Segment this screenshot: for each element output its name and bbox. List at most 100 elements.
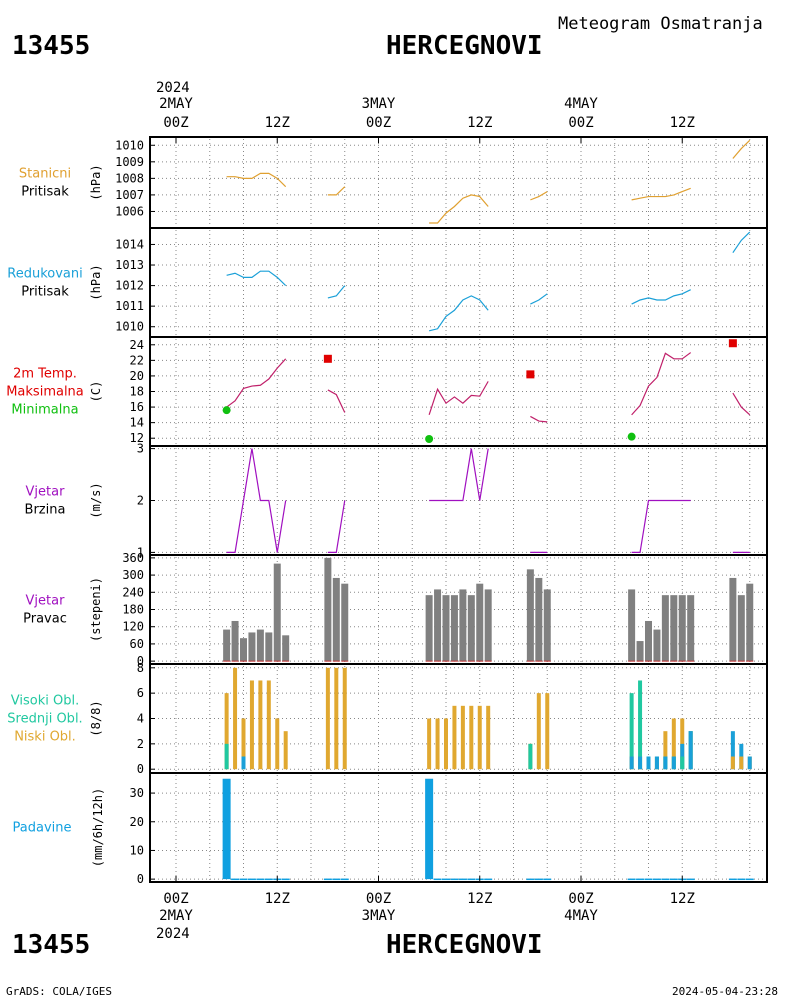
precip-bar [247, 878, 256, 881]
low-cloud-bar [275, 718, 280, 770]
precip-bar [669, 878, 678, 881]
y-tick-label: 1007 [115, 188, 144, 202]
mid-cloud-bar [629, 756, 634, 770]
high-cloud-bar [638, 680, 643, 770]
y-tick-label: 120 [122, 620, 144, 634]
y-tick-label: 12 [130, 431, 144, 445]
panel-label: Brzina [25, 503, 66, 518]
time-tick-bottom: 00Z [366, 891, 391, 907]
y-tick-label: 1008 [115, 171, 144, 185]
panel-label: Stanicni [19, 167, 71, 182]
wind-direction-bar [434, 589, 442, 662]
low-cloud-bar [266, 680, 271, 770]
panel-label: Maksimalna [6, 385, 84, 400]
y-tick-label: 1010 [115, 138, 144, 152]
precip-bar [323, 878, 332, 881]
y-tick-label: 1012 [115, 279, 144, 293]
panel-label: Minimalna [11, 403, 78, 418]
wind-direction-bar [729, 577, 737, 662]
precip-bar [231, 878, 240, 881]
y-axis-label: (C) [89, 381, 103, 403]
precip-bar [332, 878, 341, 881]
y-tick-label: 3 [137, 442, 144, 456]
y-tick-label: 2 [137, 494, 144, 508]
mid-cloud-bar [739, 743, 744, 770]
precip-bar [728, 878, 737, 881]
y-tick-label: 1010 [115, 320, 144, 334]
panel-frame [149, 136, 768, 229]
time-tick-bottom: 12Z [467, 891, 492, 907]
precip-bar [340, 878, 349, 881]
series-line [631, 187, 691, 201]
year-label-top: 2024 [156, 80, 190, 96]
panel-label: Vjetar [26, 594, 66, 609]
wind-direction-bar [543, 589, 551, 662]
y-axis-label: (m/s) [89, 482, 103, 518]
low-cloud-bar [545, 693, 550, 770]
y-tick-label: 8 [137, 661, 144, 675]
wind-direction-bar [324, 557, 332, 662]
precip-bar [652, 878, 661, 881]
precip-bar [543, 878, 552, 881]
y-tick-label: 1006 [115, 204, 144, 218]
y-tick-label: 30 [130, 786, 144, 800]
wind-direction-bar [425, 595, 433, 662]
y-tick-label: 18 [130, 385, 144, 399]
wind-direction-bar [645, 620, 652, 662]
low-cloud-bar [258, 680, 263, 770]
precip-bar [442, 878, 450, 881]
y-tick-label: 60 [130, 637, 144, 651]
mid-cloud-bar [680, 743, 685, 770]
low-cloud-bar [671, 718, 676, 770]
series-line [226, 172, 287, 188]
precip-bar [484, 878, 493, 881]
wind-direction-bar [223, 629, 231, 662]
low-cloud-bar [663, 731, 668, 770]
low-cloud-bar [224, 693, 229, 770]
time-tick-bottom: 00Z [163, 891, 188, 907]
wind-direction-bar [282, 635, 290, 662]
precip-bar [281, 878, 290, 881]
series-line [631, 499, 691, 554]
precip-bar [534, 878, 543, 881]
y-tick-label: 24 [130, 338, 144, 352]
wind-direction-bar [467, 595, 475, 662]
wind-direction-bar [248, 632, 256, 662]
low-cloud-bar [536, 693, 541, 770]
station-name-top: HERCEGNOVI [386, 31, 543, 61]
low-cloud-bar [444, 718, 448, 770]
panel-label: Pritisak [21, 185, 69, 200]
wind-direction-bar [535, 577, 543, 662]
station-name-bottom: HERCEGNOVI [386, 930, 543, 960]
wind-direction-bar [746, 583, 754, 662]
station-id-bottom: 13455 [12, 930, 91, 960]
series-line [631, 289, 691, 305]
wind-direction-bar [661, 595, 669, 662]
y-tick-label: 0 [137, 762, 144, 776]
series-line [530, 293, 548, 305]
wind-direction-bar [653, 629, 661, 662]
precip-bar [636, 878, 645, 881]
precip-bar [425, 778, 434, 880]
low-cloud-bar [435, 718, 440, 770]
min-temp-marker [222, 406, 231, 415]
y-tick-label: 1014 [115, 237, 144, 251]
low-cloud-bar [249, 680, 254, 770]
low-cloud-bar [460, 705, 465, 770]
max-temp-marker [526, 370, 535, 379]
mid-cloud-bar [241, 756, 246, 770]
precip-bar [467, 878, 476, 881]
series-line [429, 194, 489, 224]
day-label-bottom: 3MAY [362, 908, 396, 924]
precip-bar [644, 878, 653, 881]
low-cloud-bar [334, 667, 339, 770]
y-tick-label: 0 [137, 654, 144, 668]
year-label-bottom: 2024 [156, 926, 190, 942]
precip-bar [264, 878, 273, 881]
time-tick-top: 00Z [366, 115, 391, 131]
low-cloud-bar [241, 718, 246, 770]
footer-credit: GrADS: COLA/IGES [6, 985, 112, 998]
y-tick-label: 20 [130, 369, 144, 383]
y-axis-label: (mm/6h/12h) [91, 788, 105, 867]
